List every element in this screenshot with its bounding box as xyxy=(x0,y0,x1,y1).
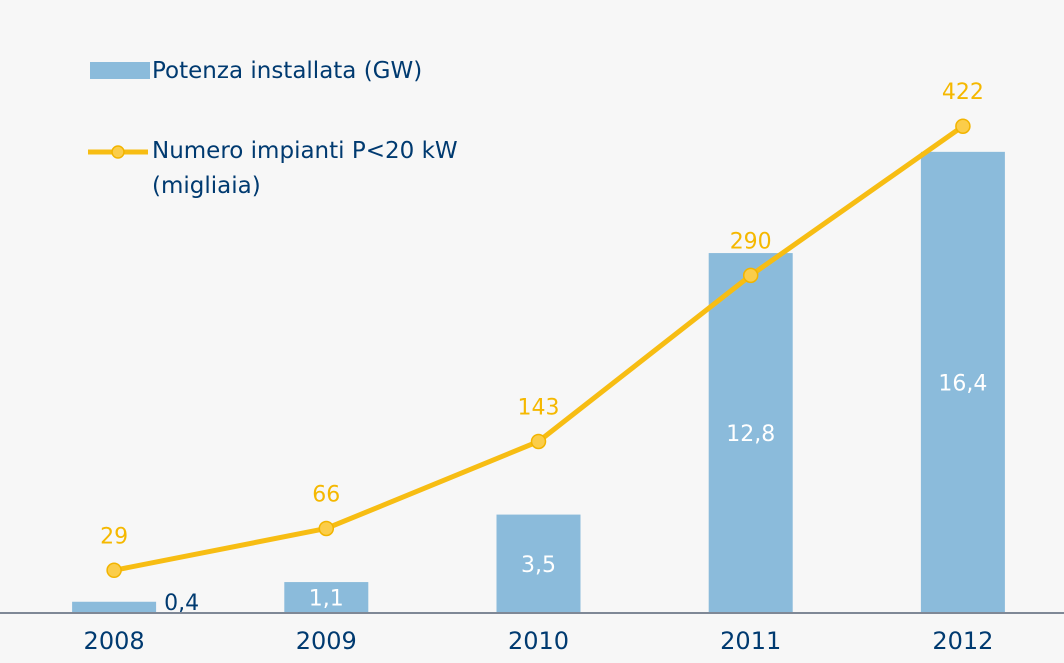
line-marker xyxy=(742,267,759,284)
line-marker xyxy=(318,520,335,537)
line-value-label: 422 xyxy=(942,80,984,105)
bar-value-label: 16,4 xyxy=(938,371,987,396)
legend-line-marker xyxy=(111,145,125,159)
line-value-label: 290 xyxy=(730,229,772,254)
x-tick-label: 2009 xyxy=(296,627,357,655)
x-tick-label: 2012 xyxy=(932,627,993,655)
line-value-label: 66 xyxy=(312,482,340,507)
line-marker xyxy=(530,433,547,450)
bar-value-label: 3,5 xyxy=(521,553,556,578)
legend-label: Potenza installata (GW) xyxy=(152,58,423,84)
bar-value-label: 12,8 xyxy=(726,422,775,447)
line-value-label: 29 xyxy=(100,524,128,549)
line-value-label: 143 xyxy=(518,395,560,420)
legend-label: Numero impianti P<20 kW (migliaia) xyxy=(152,138,458,199)
bar xyxy=(920,151,1005,613)
x-tick-label: 2010 xyxy=(508,627,569,655)
bar xyxy=(708,253,793,613)
bar-value-label: 1,1 xyxy=(309,587,344,612)
line-marker xyxy=(106,562,122,579)
bar xyxy=(284,582,369,613)
x-tick-label: 2011 xyxy=(720,627,781,655)
x-tick-label: 2008 xyxy=(84,627,145,655)
line-marker xyxy=(955,118,971,134)
legend-bar-swatch xyxy=(90,62,150,79)
bar xyxy=(72,601,157,613)
bar xyxy=(496,514,581,613)
bar-value-label: 0,4 xyxy=(164,591,199,616)
